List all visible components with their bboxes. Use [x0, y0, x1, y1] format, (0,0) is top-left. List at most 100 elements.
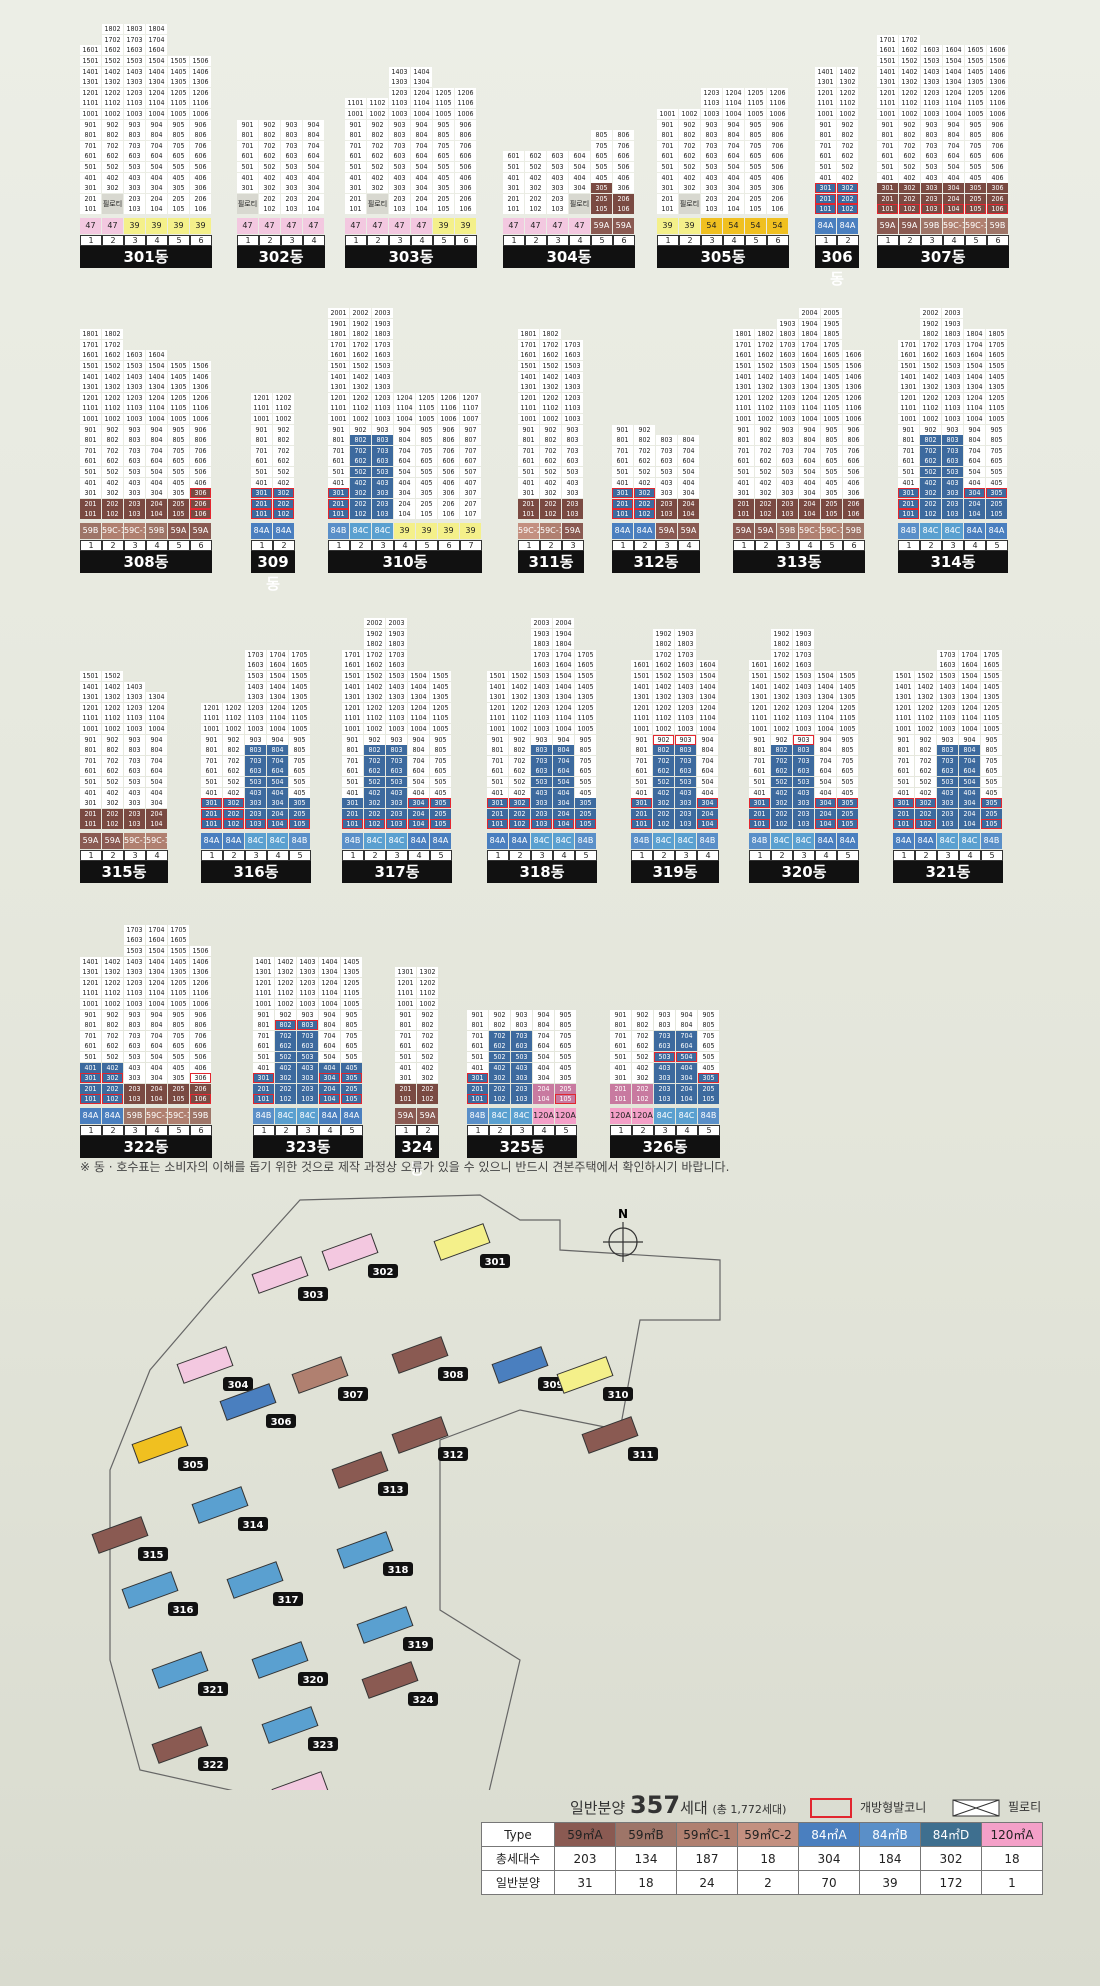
unit-cell: 1604 [267, 660, 288, 671]
unit-cell: 606 [190, 1041, 211, 1052]
unit-cell: 1106 [190, 98, 211, 109]
type-label: 59C-1 [124, 522, 145, 539]
unit-cell: 404 [411, 172, 432, 183]
building-name: 310동 [328, 551, 482, 573]
building-name: 326동 [610, 1135, 720, 1158]
unit-cell: 1602 [364, 660, 385, 671]
unit-cell: 801 [610, 1020, 631, 1031]
unit-cell: 304 [723, 183, 744, 194]
unit-cell: 1005 [168, 108, 189, 119]
map-building-label: 301 [485, 1257, 506, 1268]
unit-cell: 1803 [942, 329, 963, 340]
line-number: 6 [613, 234, 635, 246]
unit-cell: 1502 [102, 55, 123, 66]
unit-cell: 1204 [394, 392, 415, 403]
unit-cell: 902 [102, 119, 123, 130]
unit-cell: 703 [297, 1030, 318, 1041]
line-number: 6 [455, 234, 477, 246]
unit-cell: 302 [275, 1073, 296, 1084]
unit-cell: 1101 [253, 988, 274, 999]
building-name: 323동 [253, 1135, 363, 1158]
unit-cell: 1202 [102, 702, 123, 713]
unit-cell: 601 [631, 766, 652, 777]
unit-cell: 706 [190, 1030, 211, 1041]
type-label: 84C [793, 832, 814, 849]
unit-cell: 604 [943, 151, 964, 162]
unit-cell: 901 [253, 1009, 274, 1020]
unit-cell: 601 [395, 1041, 416, 1052]
unit-cell: 406 [455, 172, 476, 183]
line-number: 1 [815, 234, 837, 246]
unit-cell: 701 [487, 755, 508, 766]
unit-cell: 205 [168, 193, 189, 204]
unit-cell: 406 [613, 172, 634, 183]
line-number: 4 [146, 539, 168, 551]
line-number: 6 [843, 540, 865, 551]
unit-cell: 501 [253, 1051, 274, 1062]
unit-cell: 202 [223, 808, 244, 819]
building-name: 313동 [733, 551, 865, 573]
unit-cell: 803 [654, 1020, 675, 1031]
map-building-label: 323 [313, 1740, 334, 1751]
unit-cell: 906 [190, 119, 211, 130]
unit-cell: 1104 [697, 713, 718, 724]
unit-cell: 401 [80, 477, 101, 488]
unit-cell: 1602 [920, 350, 941, 361]
unit-cell: 901 [898, 424, 919, 435]
unit-cell: 703 [562, 445, 583, 456]
unit-cell: 401 [345, 172, 366, 183]
unit-cell: 104 [303, 204, 324, 215]
type-label: 84C [386, 833, 407, 849]
type-label: 59A [395, 1107, 416, 1124]
summary-unit: 세대 [680, 1799, 708, 1817]
unit-cell: 301 [487, 798, 508, 809]
unit-cell: 501 [815, 161, 836, 172]
unit-cell: 104 [678, 509, 699, 520]
unit-cell: 903 [562, 424, 583, 435]
unit-cell: 1903 [777, 318, 798, 329]
unit-cell: 402 [489, 1062, 510, 1073]
unit-cell: 1103 [562, 403, 583, 414]
unit-cell: 503 [562, 466, 583, 477]
unit-cell: 202 [273, 498, 294, 509]
unit-cell: 1603 [937, 660, 958, 671]
unit-cell: 603 [511, 1041, 532, 1052]
unit-cell: 303 [547, 183, 568, 194]
line-number: 5 [168, 539, 190, 551]
building-name: 303동 [345, 245, 477, 268]
line-number: 3 [511, 1124, 533, 1136]
unit-cell: 902 [102, 424, 123, 435]
unit-cell: 1903 [386, 628, 407, 639]
unit-cell: 502 [350, 467, 371, 477]
type-label: 84C [531, 833, 552, 849]
unit-cell: 401 [610, 1062, 631, 1073]
unit-cell: 404 [553, 787, 574, 798]
unit-cell: 1204 [411, 87, 432, 98]
unit-cell: 202 [632, 1083, 653, 1094]
unit-cell: 805 [555, 1020, 576, 1031]
unit-cell: 1002 [653, 723, 674, 734]
line-number: 6 [987, 234, 1009, 246]
unit-cell: 1601 [328, 350, 349, 361]
unit-cell: 903 [654, 1009, 675, 1020]
unit-cell: 201 [898, 498, 919, 509]
unit-cell: 503 [701, 161, 722, 172]
unit-cell: 901 [80, 119, 101, 130]
unit-cell: 302 [259, 183, 280, 194]
unit-cell: 1001 [80, 413, 101, 424]
building-326동: 101 201 301 401 501 601 701 801 901 120A 1 102 202 30… [610, 1009, 720, 1158]
unit-cell: 104 [799, 509, 820, 520]
type-label: 84B [253, 1107, 274, 1124]
unit-cell: 1704 [146, 34, 167, 45]
map-building-319: 319 [356, 1606, 433, 1651]
unit-cell: 202 [653, 808, 674, 819]
unit-cell: 301 [237, 183, 258, 194]
unit-cell: 804 [697, 745, 718, 756]
building-name: 305동 [657, 245, 789, 268]
unit-cell: 304 [319, 1073, 340, 1084]
unit-cell: 1201 [342, 702, 363, 713]
unit-cell: 1201 [877, 87, 898, 98]
unit-cell: 301 [631, 798, 652, 809]
unit-cell: 701 [893, 755, 914, 766]
line-number: 3 [297, 1124, 319, 1136]
